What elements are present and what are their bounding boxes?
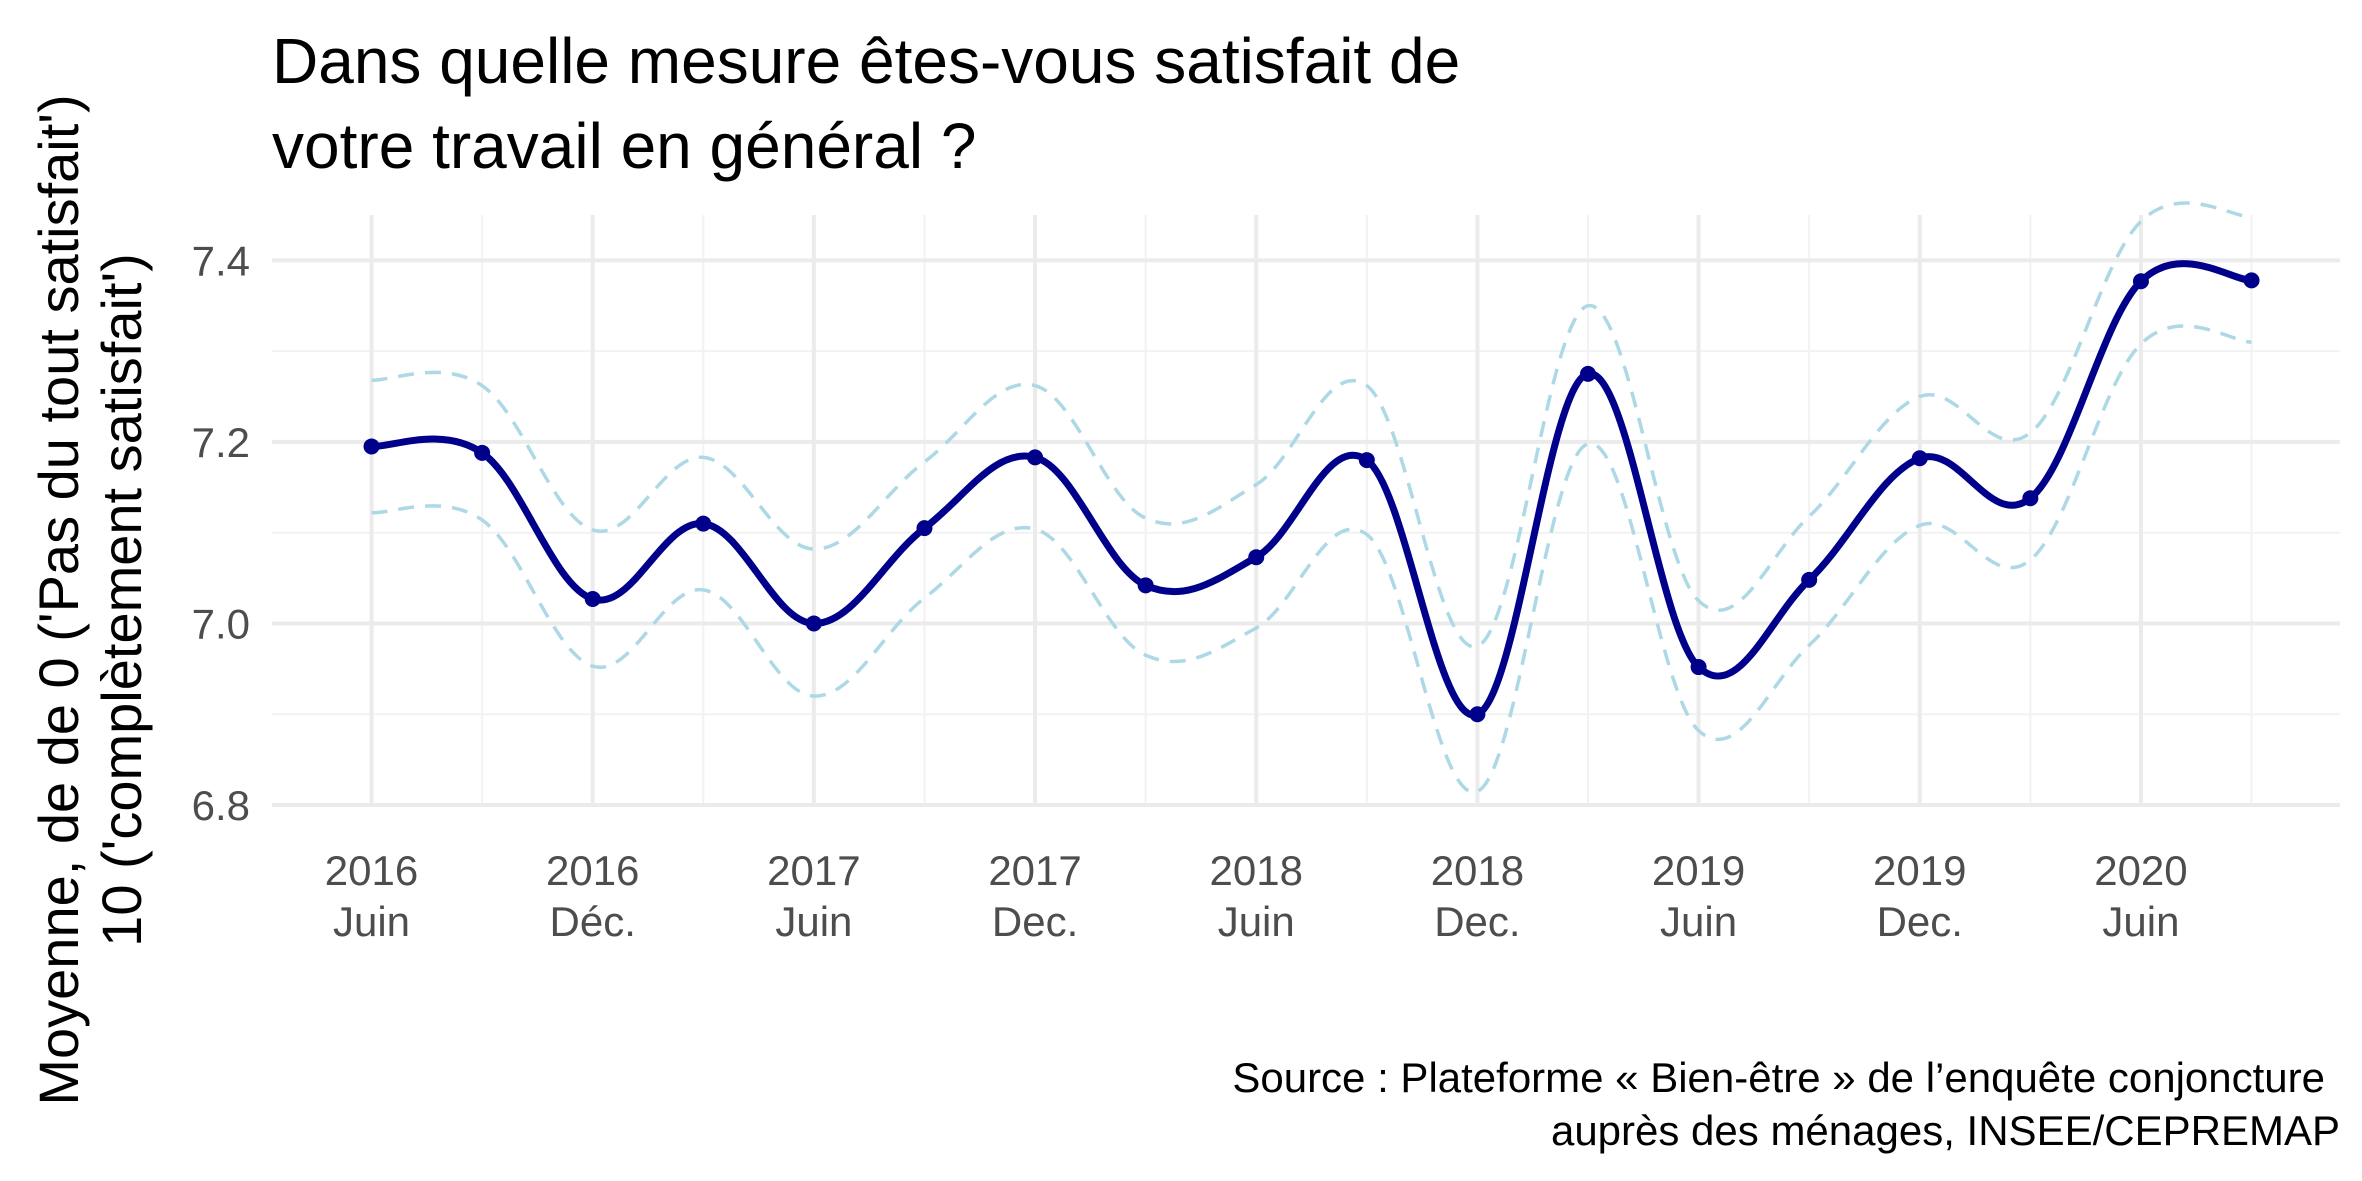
data-point xyxy=(1911,450,1928,467)
x-tick-label-year: 2018 xyxy=(1210,847,1303,894)
x-tick-label-year: 2020 xyxy=(2094,847,2187,894)
y-tick-label: 7.4 xyxy=(192,237,250,284)
data-point xyxy=(805,615,822,632)
x-tick-label-year: 2019 xyxy=(1652,847,1745,894)
y-axis-label-line-1: Moyenne, de de 0 ('Pas du tout satisfait… xyxy=(27,94,90,1105)
series-estimate xyxy=(371,260,2252,719)
x-tick-label-month: Juin xyxy=(1218,898,1295,945)
x-tick-label-year: 2018 xyxy=(1431,847,1524,894)
series-lines xyxy=(371,201,2252,794)
y-tick-label: 7.2 xyxy=(192,419,250,466)
data-point xyxy=(1469,706,1486,723)
caption-line-1: Source : Plateforme « Bien-être » de l’e… xyxy=(1232,1054,2325,1101)
y-tick-label: 7.0 xyxy=(192,600,250,647)
data-point xyxy=(474,444,491,461)
data-point xyxy=(1248,549,1265,566)
y-tick-label: 6.8 xyxy=(192,782,250,829)
y-axis-ticks: 6.8 7.0 7.2 7.4 xyxy=(192,237,250,829)
x-tick-label-month: Juin xyxy=(775,898,852,945)
x-axis-ticks: 2016Juin2016Déc.2017Juin2017Dec.2018Juin… xyxy=(325,847,2188,945)
data-point xyxy=(1358,452,1375,469)
x-tick-label-year: 2017 xyxy=(767,847,860,894)
y-axis-label-line-2: 10 ('complètement satisfait') xyxy=(90,253,153,947)
data-point xyxy=(1690,659,1707,676)
data-point xyxy=(2132,273,2149,290)
x-tick-label-month: Dec. xyxy=(992,898,1078,945)
data-point xyxy=(363,438,380,455)
data-point xyxy=(2022,490,2039,507)
data-point xyxy=(695,515,712,532)
x-tick-label-year: 2019 xyxy=(1873,847,1966,894)
data-point xyxy=(1027,449,1044,466)
chart-title-line-1: Dans quelle mesure êtes-vous satisfait d… xyxy=(272,25,1460,97)
series-upper-bound xyxy=(371,201,2252,649)
data-point xyxy=(584,590,601,607)
series-lower-bound xyxy=(371,324,2252,794)
x-tick-label-month: Juin xyxy=(1660,898,1737,945)
data-point xyxy=(1137,577,1154,594)
x-tick-label-month: Dec. xyxy=(1877,898,1963,945)
x-tick-label-year: 2016 xyxy=(325,847,418,894)
x-tick-label-year: 2017 xyxy=(988,847,1081,894)
x-tick-label-year: 2016 xyxy=(546,847,639,894)
data-point xyxy=(1580,365,1596,382)
grid xyxy=(272,215,2340,807)
data-point xyxy=(1801,571,1818,588)
x-tick-label-month: Juin xyxy=(333,898,410,945)
chart-title-line-2: votre travail en général ? xyxy=(272,110,976,182)
caption-line-2: auprès des ménages, INSEE/CEPREMAP xyxy=(1551,1107,2340,1154)
x-tick-label-month: Juin xyxy=(2102,898,2179,945)
x-tick-label-month: Déc. xyxy=(550,898,636,945)
data-points xyxy=(363,272,2260,723)
data-point xyxy=(916,520,933,537)
x-tick-label-month: Dec. xyxy=(1434,898,1520,945)
data-point xyxy=(2243,272,2260,289)
